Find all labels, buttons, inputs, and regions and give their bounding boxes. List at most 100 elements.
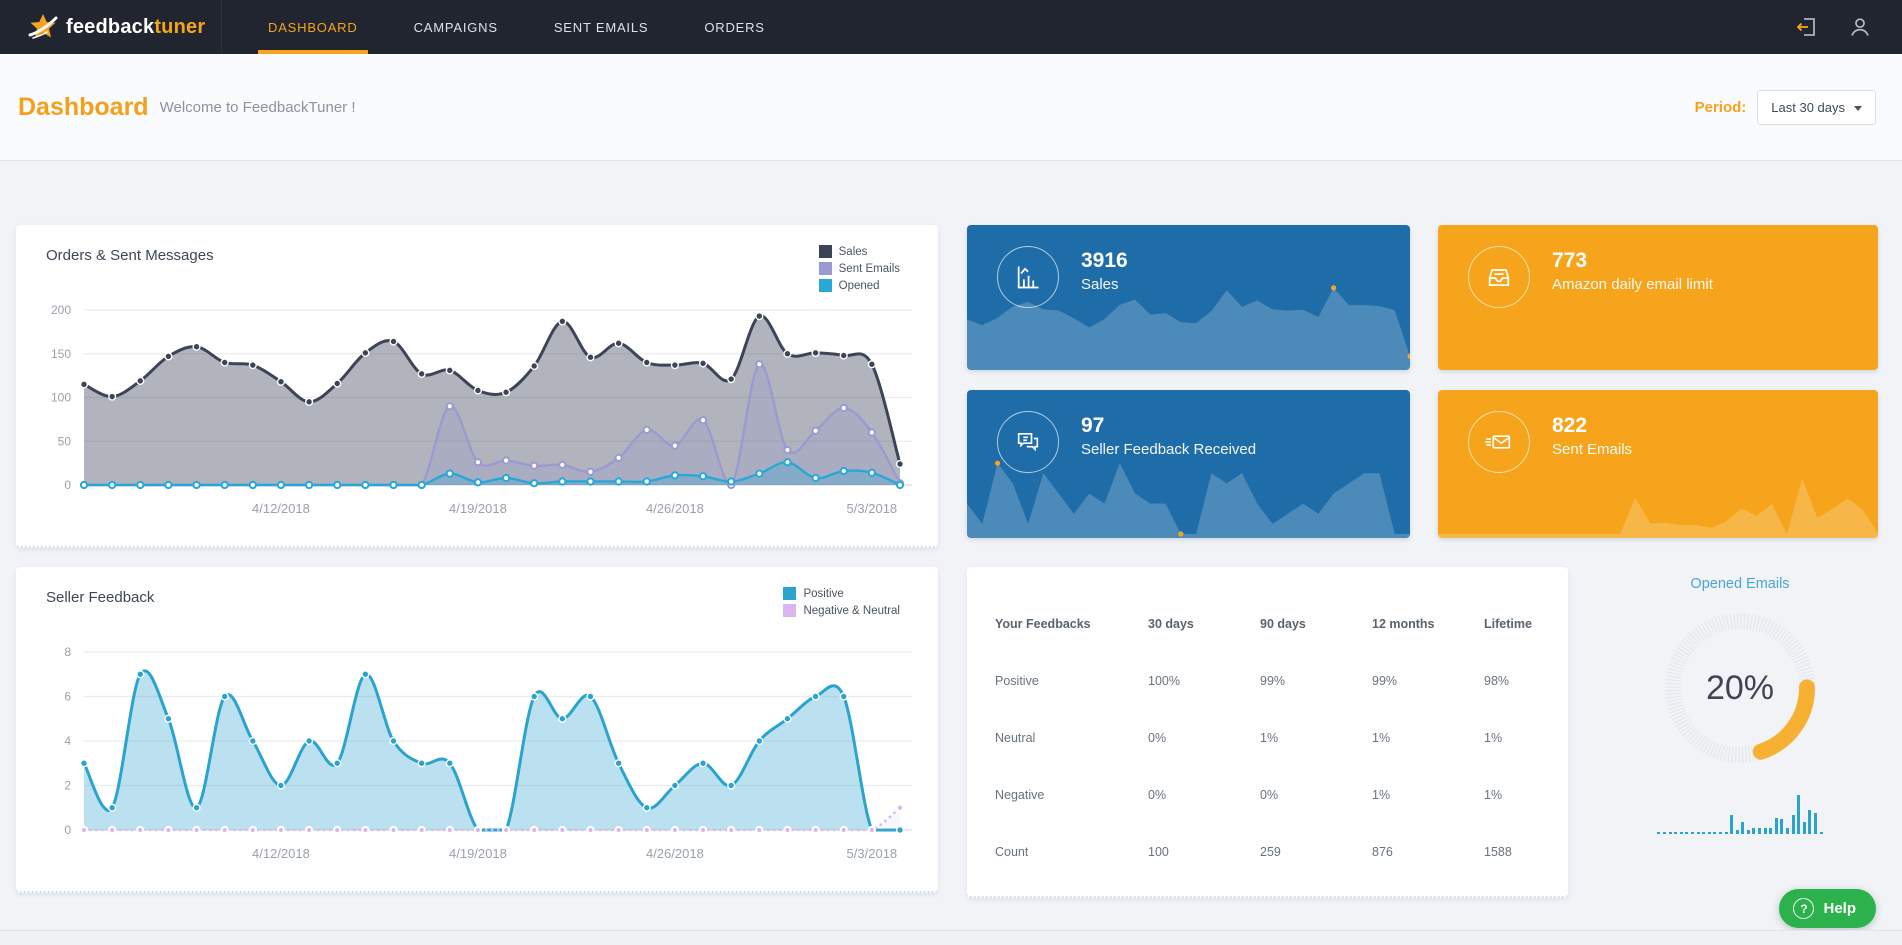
legend-label: Positive [803,587,844,600]
star-logo-icon [28,14,58,39]
period-value: Last 30 days [1771,99,1845,115]
svg-text:4/19/2018: 4/19/2018 [449,501,507,516]
table-cell: 0% [1148,787,1167,802]
tab-sent-emails[interactable]: SENT EMAILS [553,19,649,35]
legend-item-sales[interactable]: Sales [818,245,900,258]
bar-chart-icon [997,246,1059,308]
mini-bar [1702,832,1706,834]
legend-label: Sent Emails [838,262,900,275]
page-title: Dashboard [18,92,149,121]
stats-grid: 3916 Sales 773 Amazon daily email limit 97 Se… [967,225,1878,538]
stat-sparkline [967,460,1410,538]
legend-item-positive[interactable]: Positive [783,587,900,600]
legend-item-negative-neutral[interactable]: Negative & Neutral [783,604,900,617]
table-cell: 1% [1484,787,1503,802]
tab-dashboard[interactable]: DASHBOARD [240,0,386,54]
inbox-icon [1468,246,1530,308]
stat-card-amazon-daily-email-limit: 773 Amazon daily email limit [1438,225,1878,370]
tab-campaigns[interactable]: CAMPAIGNS [413,19,498,35]
user-icon[interactable] [1848,15,1872,39]
mini-bar [1808,810,1812,834]
send-mail-icon [1468,411,1530,473]
svg-text:150: 150 [51,347,71,361]
stat-label-sales: Sales [1081,276,1119,293]
period-control: Period: Last 30 days [1694,89,1876,125]
table-cell: 1% [1372,730,1391,745]
brand-logo[interactable]: feedbacktuner [0,0,222,54]
orders-chart-title: Orders & Sent Messages [46,247,214,264]
mini-bar [1752,828,1756,834]
mini-bar [1707,832,1711,834]
legend-swatch-icon [783,604,797,617]
svg-text:200: 200 [51,303,71,317]
question-icon: ? [1793,898,1815,919]
donut-arc [1665,613,1815,763]
help-label: Help [1823,900,1856,917]
tab-orders[interactable]: ORDERS [704,19,765,35]
mini-bar [1668,832,1672,834]
stat-value-seller-feedback-received: 97 [1081,414,1105,437]
stat-sparkline [1438,478,1878,538]
period-dropdown[interactable]: Last 30 days [1757,89,1876,125]
table-header-30-days: 30 days [1148,616,1194,631]
table-header-90-days: 90 days [1260,616,1306,631]
svg-text:5/3/2018: 5/3/2018 [847,501,898,516]
welcome-text: Welcome to FeedbackTuner ! [159,98,356,116]
svg-text:4/26/2018: 4/26/2018 [646,501,704,516]
footer-divider [0,930,1902,945]
period-label: Period: [1694,98,1747,116]
mini-bar [1746,830,1750,834]
mini-bar [1685,832,1689,834]
logout-icon[interactable] [1794,15,1818,39]
stat-card-sent-emails: 822 Sent Emails [1438,390,1878,538]
svg-text:50: 50 [58,434,72,448]
mini-bar [1819,832,1823,834]
stat-card-sales: 3916 Sales [967,225,1410,370]
help-button[interactable]: ? Help [1779,889,1876,928]
svg-text:6: 6 [64,690,71,704]
mini-bar [1674,832,1678,834]
chevron-down-icon [1854,105,1862,111]
mini-bar [1735,829,1739,834]
table-row-label-positive: Positive [995,673,1039,688]
mini-bar [1758,828,1762,834]
stat-card-seller-feedback-received: 97 Seller Feedback Received [967,390,1410,538]
brand-name: feedbacktuner [66,15,206,38]
opened-percent: 20% [1705,668,1775,707]
stat-value-sales: 3916 [1081,249,1128,272]
table-cell: 876 [1372,844,1393,859]
stat-value-amazon-daily-email-limit: 773 [1552,249,1588,272]
mini-bar [1774,817,1778,834]
svg-text:4/12/2018: 4/12/2018 [252,846,310,861]
opened-emails-widget: Opened Emails 20% [1628,576,1852,834]
mini-bar [1679,832,1683,834]
mini-bar [1662,832,1666,834]
table-header-lifetime: Lifetime [1484,616,1532,631]
stat-label-amazon-daily-email-limit: Amazon daily email limit [1552,276,1713,293]
table-row-label-neutral: Neutral [995,730,1036,745]
legend-item-sent-emails[interactable]: Sent Emails [818,262,900,275]
stat-sparkline [967,285,1410,370]
svg-text:0: 0 [64,823,71,837]
table-cell: 1% [1372,787,1391,802]
mini-bar [1791,814,1795,834]
mini-bar [1814,813,1818,834]
svg-text:8: 8 [64,645,71,659]
chat-bubbles-icon [997,411,1059,473]
table-header-your-feedbacks: Your Feedbacks [995,616,1091,631]
mini-bar [1786,828,1790,834]
svg-text:4/19/2018: 4/19/2018 [449,846,507,861]
seller-chart-title: Seller Feedback [46,589,155,606]
svg-text:4/26/2018: 4/26/2018 [646,846,704,861]
stat-label-sent-emails: Sent Emails [1552,441,1633,458]
stat-label-seller-feedback-received: Seller Feedback Received [1081,441,1257,458]
seller-feedback-chart: 0 2 4 6 8 4/12/2018 4/19/2018 4/26/2018 5/3/2018 [64,645,912,861]
legend-item-opened[interactable]: Opened [818,279,900,292]
mini-bar [1730,814,1734,834]
mini-bar [1713,832,1717,834]
opened-emails-bars [1628,792,1852,834]
seller-chart-legend: Positive Negative & Neutral [783,587,900,621]
legend-swatch-icon [818,262,832,275]
legend-swatch-icon [783,587,797,600]
legend-label: Opened [838,279,880,292]
